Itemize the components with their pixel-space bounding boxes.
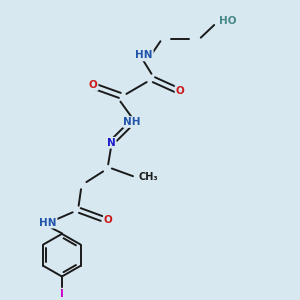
Text: HN: HN — [39, 218, 57, 228]
Text: O: O — [89, 80, 98, 90]
Text: N: N — [107, 138, 116, 148]
Text: O: O — [176, 86, 184, 96]
Text: I: I — [60, 289, 64, 299]
Text: O: O — [104, 215, 112, 225]
Text: HO: HO — [219, 16, 236, 26]
Text: NH: NH — [123, 117, 141, 127]
Text: HN: HN — [135, 50, 153, 60]
Text: CH₃: CH₃ — [139, 172, 158, 182]
